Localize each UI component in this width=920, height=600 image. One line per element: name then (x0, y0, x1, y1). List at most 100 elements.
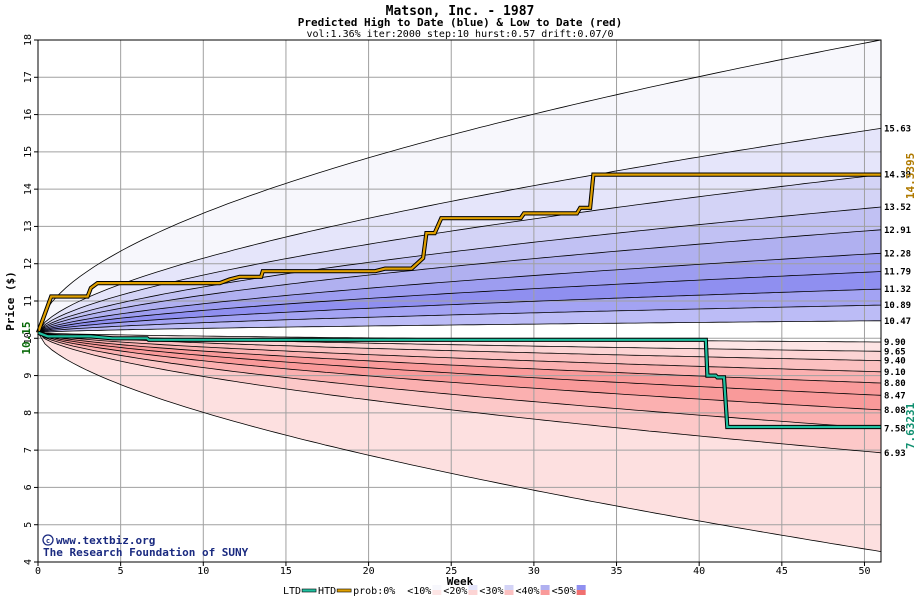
upper-curve-1 (37, 128, 882, 333)
legend-prob-label-0: prob:0% (353, 586, 395, 597)
x-tick-label-20: 20 (363, 566, 375, 577)
lower-end-label-3: 9.10 (884, 368, 906, 378)
y-tick-label-17: 17 (23, 71, 34, 83)
chart-subtitle: Predicted High to Date (blue) & Low to D… (298, 16, 623, 29)
lower-end-label-1: 9.65 (884, 347, 906, 357)
y-tick-label-5: 5 (23, 522, 34, 528)
legend-htd-swatch (336, 588, 352, 593)
series-lines (36, 172, 881, 430)
y-tick-label-12: 12 (23, 258, 34, 270)
band-upper-1 (38, 128, 881, 333)
y-tick-label-10: 10 (23, 332, 34, 344)
band-lower-1 (38, 332, 881, 361)
legend-swatch-blue-5 (576, 585, 586, 590)
x-tick-label-5: 5 (118, 566, 124, 577)
end-value-labels: 15.63 14.39 13.52 12.91 12.28 11.79 11.32 10.89… (884, 124, 911, 458)
y-axis-ticks: 4 5 6 7 8 9 10 11 12 13 14 15 16 17 18 (23, 34, 38, 565)
legend: LTD HTD prob:0% <10% <20% <30% <40% <50% (283, 585, 586, 597)
y-tick-label-14: 14 (23, 183, 34, 195)
band-lower-3 (38, 332, 881, 383)
lower-end-label-8: 6.93 (884, 449, 906, 459)
lower-curve-8 (37, 332, 882, 454)
y-tick-label-16: 16 (23, 109, 34, 121)
band-upper-0 (38, 40, 881, 333)
upper-curve-4 (37, 229, 882, 334)
legend-ltd-label: LTD (283, 586, 301, 597)
upper-curve-6 (37, 271, 882, 334)
upper-end-label-7: 10.89 (884, 301, 911, 311)
htd-line (36, 173, 881, 334)
x-tick-label-45: 45 (776, 566, 788, 577)
legend-swatch-blue-1 (432, 585, 442, 590)
band-upper-4 (38, 229, 881, 333)
ltd-end-value: 7.63231 (904, 402, 917, 449)
upper-end-label-5: 11.79 (884, 268, 911, 278)
legend-swatch-red-3 (504, 590, 514, 595)
band-lower-4 (38, 332, 881, 396)
lower-end-label-5: 8.47 (884, 391, 906, 401)
legend-swatch-blue-4 (540, 585, 550, 590)
legend-swatch-blue-0 (396, 585, 406, 590)
upper-end-label-8: 10.47 (884, 317, 911, 327)
x-axis-label: Week (447, 575, 474, 588)
legend-swatch-red-4 (540, 590, 550, 595)
x-tick-label-40: 40 (693, 566, 705, 577)
legend-prob-label-4: <40% (516, 586, 540, 597)
upper-curve-3 (37, 206, 882, 333)
band-lower-7 (38, 332, 881, 453)
credits-line2: The Research Foundation of SUNY (43, 546, 249, 559)
y-tick-label-7: 7 (23, 447, 34, 453)
lower-curve-4 (37, 332, 882, 384)
lower-end-label-7: 7.58 (884, 425, 906, 435)
y-tick-label-18: 18 (23, 34, 34, 46)
lower-curve-5 (37, 332, 882, 396)
legend-prob-label-3: <30% (479, 586, 503, 597)
credits-line1: www.textbiz.org (56, 534, 155, 547)
lower-end-label-6: 8.08 (884, 406, 906, 416)
percentile-curves (37, 39, 882, 552)
x-tick-label-35: 35 (611, 566, 623, 577)
credits: c www.textbiz.org The Research Foundatio… (42, 534, 249, 559)
y-axis-label: Price ($) (4, 271, 17, 331)
upper-curve-9 (37, 320, 881, 334)
legend-ltd-swatch (301, 588, 317, 593)
band-lower-2 (38, 332, 881, 372)
legend-prob-label-5: <50% (552, 586, 576, 597)
band-upper-7 (38, 289, 881, 333)
x-tick-label-0: 0 (35, 566, 41, 577)
band-lower-0 (38, 332, 881, 352)
x-tick-label-10: 10 (197, 566, 209, 577)
lower-curve-7 (37, 332, 882, 429)
upper-curve-0 (37, 39, 882, 333)
upper-curve-2 (37, 174, 882, 333)
upper-end-label-0: 15.63 (884, 124, 911, 134)
legend-swatch-red-5 (576, 590, 586, 595)
upper-end-label-6: 11.32 (884, 285, 911, 295)
lower-curve-6 (37, 332, 882, 411)
y-tick-label-9: 9 (23, 373, 34, 379)
legend-swatch-red-2 (468, 590, 478, 595)
copyright-icon (42, 534, 54, 546)
legend-swatch-blue-2 (468, 585, 478, 590)
upper-end-label-1: 14.39 (884, 171, 911, 181)
y-tick-label-13: 13 (23, 220, 34, 232)
legend-prob-label-1: <10% (407, 586, 431, 597)
y-tick-label-4: 4 (23, 559, 34, 565)
upper-curve-7 (37, 288, 882, 334)
legend-prob-label-2: <20% (443, 586, 467, 597)
x-tick-label-30: 30 (528, 566, 540, 577)
legend-swatch-red-1 (432, 590, 442, 595)
ltd-line (37, 331, 881, 429)
htd-end-value: 14.3395 (904, 153, 917, 199)
lower-end-label-0: 9.90 (884, 338, 906, 348)
lower-end-label-2: 9.40 (884, 357, 906, 367)
x-tick-label-15: 15 (280, 566, 292, 577)
x-axis-ticks: 0 5 10 15 20 25 30 35 40 45 50 (35, 562, 870, 577)
upper-end-label-4: 12.28 (884, 249, 911, 259)
x-tick-label-25: 25 (445, 566, 457, 577)
band-lower-5 (38, 332, 881, 410)
upper-end-label-3: 12.91 (884, 226, 911, 236)
upper-end-label-2: 13.52 (884, 203, 911, 213)
legend-htd-label: HTD (318, 586, 336, 597)
